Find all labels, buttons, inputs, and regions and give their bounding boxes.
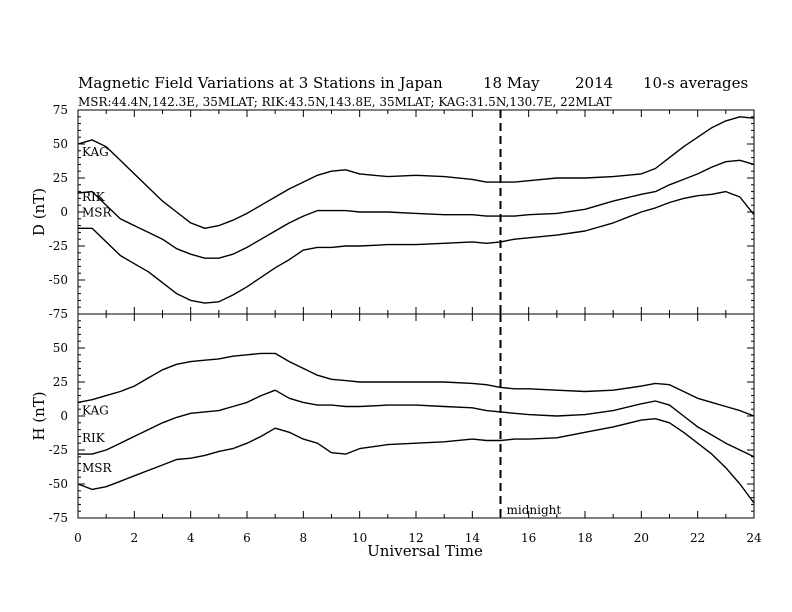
midnight-label: midnight (507, 503, 562, 517)
y-tick-label: -75 (49, 307, 68, 321)
chart-date: 18 May (483, 74, 540, 92)
x-tick-label: 10 (352, 531, 367, 545)
series-line-msr (77, 418, 755, 504)
series-label-kag: KAG (82, 145, 109, 159)
y-tick-label: 0 (60, 205, 68, 219)
series-line-kag (77, 116, 755, 229)
x-tick-label: 8 (300, 531, 308, 545)
y-tick-label: -50 (49, 273, 68, 287)
series-label-msr: MSR (82, 461, 113, 475)
y-tick-label: -25 (49, 443, 68, 457)
x-axis-label: Universal Time (367, 542, 483, 560)
y-tick-label: 25 (53, 375, 68, 389)
series-line-rik (77, 159, 755, 259)
series-line-kag (77, 352, 755, 417)
x-tick-label: 12 (408, 531, 423, 545)
y-axis-label: D (nT) (30, 188, 48, 236)
y-tick-label: -50 (49, 477, 68, 491)
chart-title: Magnetic Field Variations at 3 Stations … (78, 74, 443, 92)
y-tick-label: 0 (60, 409, 68, 423)
y-tick-label: 25 (53, 171, 68, 185)
y-tick-label: -25 (49, 239, 68, 253)
series-label-msr: MSR (82, 205, 113, 219)
x-tick-label: 16 (521, 531, 536, 545)
y-axis-label: H (nT) (30, 391, 48, 440)
x-tick-label: 20 (634, 531, 649, 545)
y-tick-label: 75 (53, 103, 68, 117)
x-tick-label: 0 (74, 531, 82, 545)
x-tick-label: 22 (690, 531, 705, 545)
series-label-rik: RIK (82, 431, 106, 445)
series-label-kag: KAG (82, 403, 109, 417)
y-tick-label: 50 (53, 341, 68, 355)
x-tick-label: 18 (577, 531, 592, 545)
series-line-rik (78, 389, 755, 458)
panel-frame (77, 109, 755, 315)
x-tick-label: 14 (465, 531, 481, 545)
chart-year: 2014 (575, 74, 613, 92)
x-tick-label: 4 (187, 531, 195, 545)
chart-subtitle-stations: MSR:44.4N,142.3E, 35MLAT; RIK:43.5N,143.… (78, 95, 612, 109)
y-tick-label: 50 (53, 137, 68, 151)
chart-averaging: 10-s averages (643, 74, 748, 92)
x-tick-label: 24 (746, 531, 762, 545)
x-tick-label: 2 (131, 531, 139, 545)
series-label-rik: RIK (82, 190, 106, 204)
y-tick-label: -75 (49, 511, 68, 525)
series-line-msr (78, 190, 755, 304)
x-tick-label: 6 (243, 531, 251, 545)
